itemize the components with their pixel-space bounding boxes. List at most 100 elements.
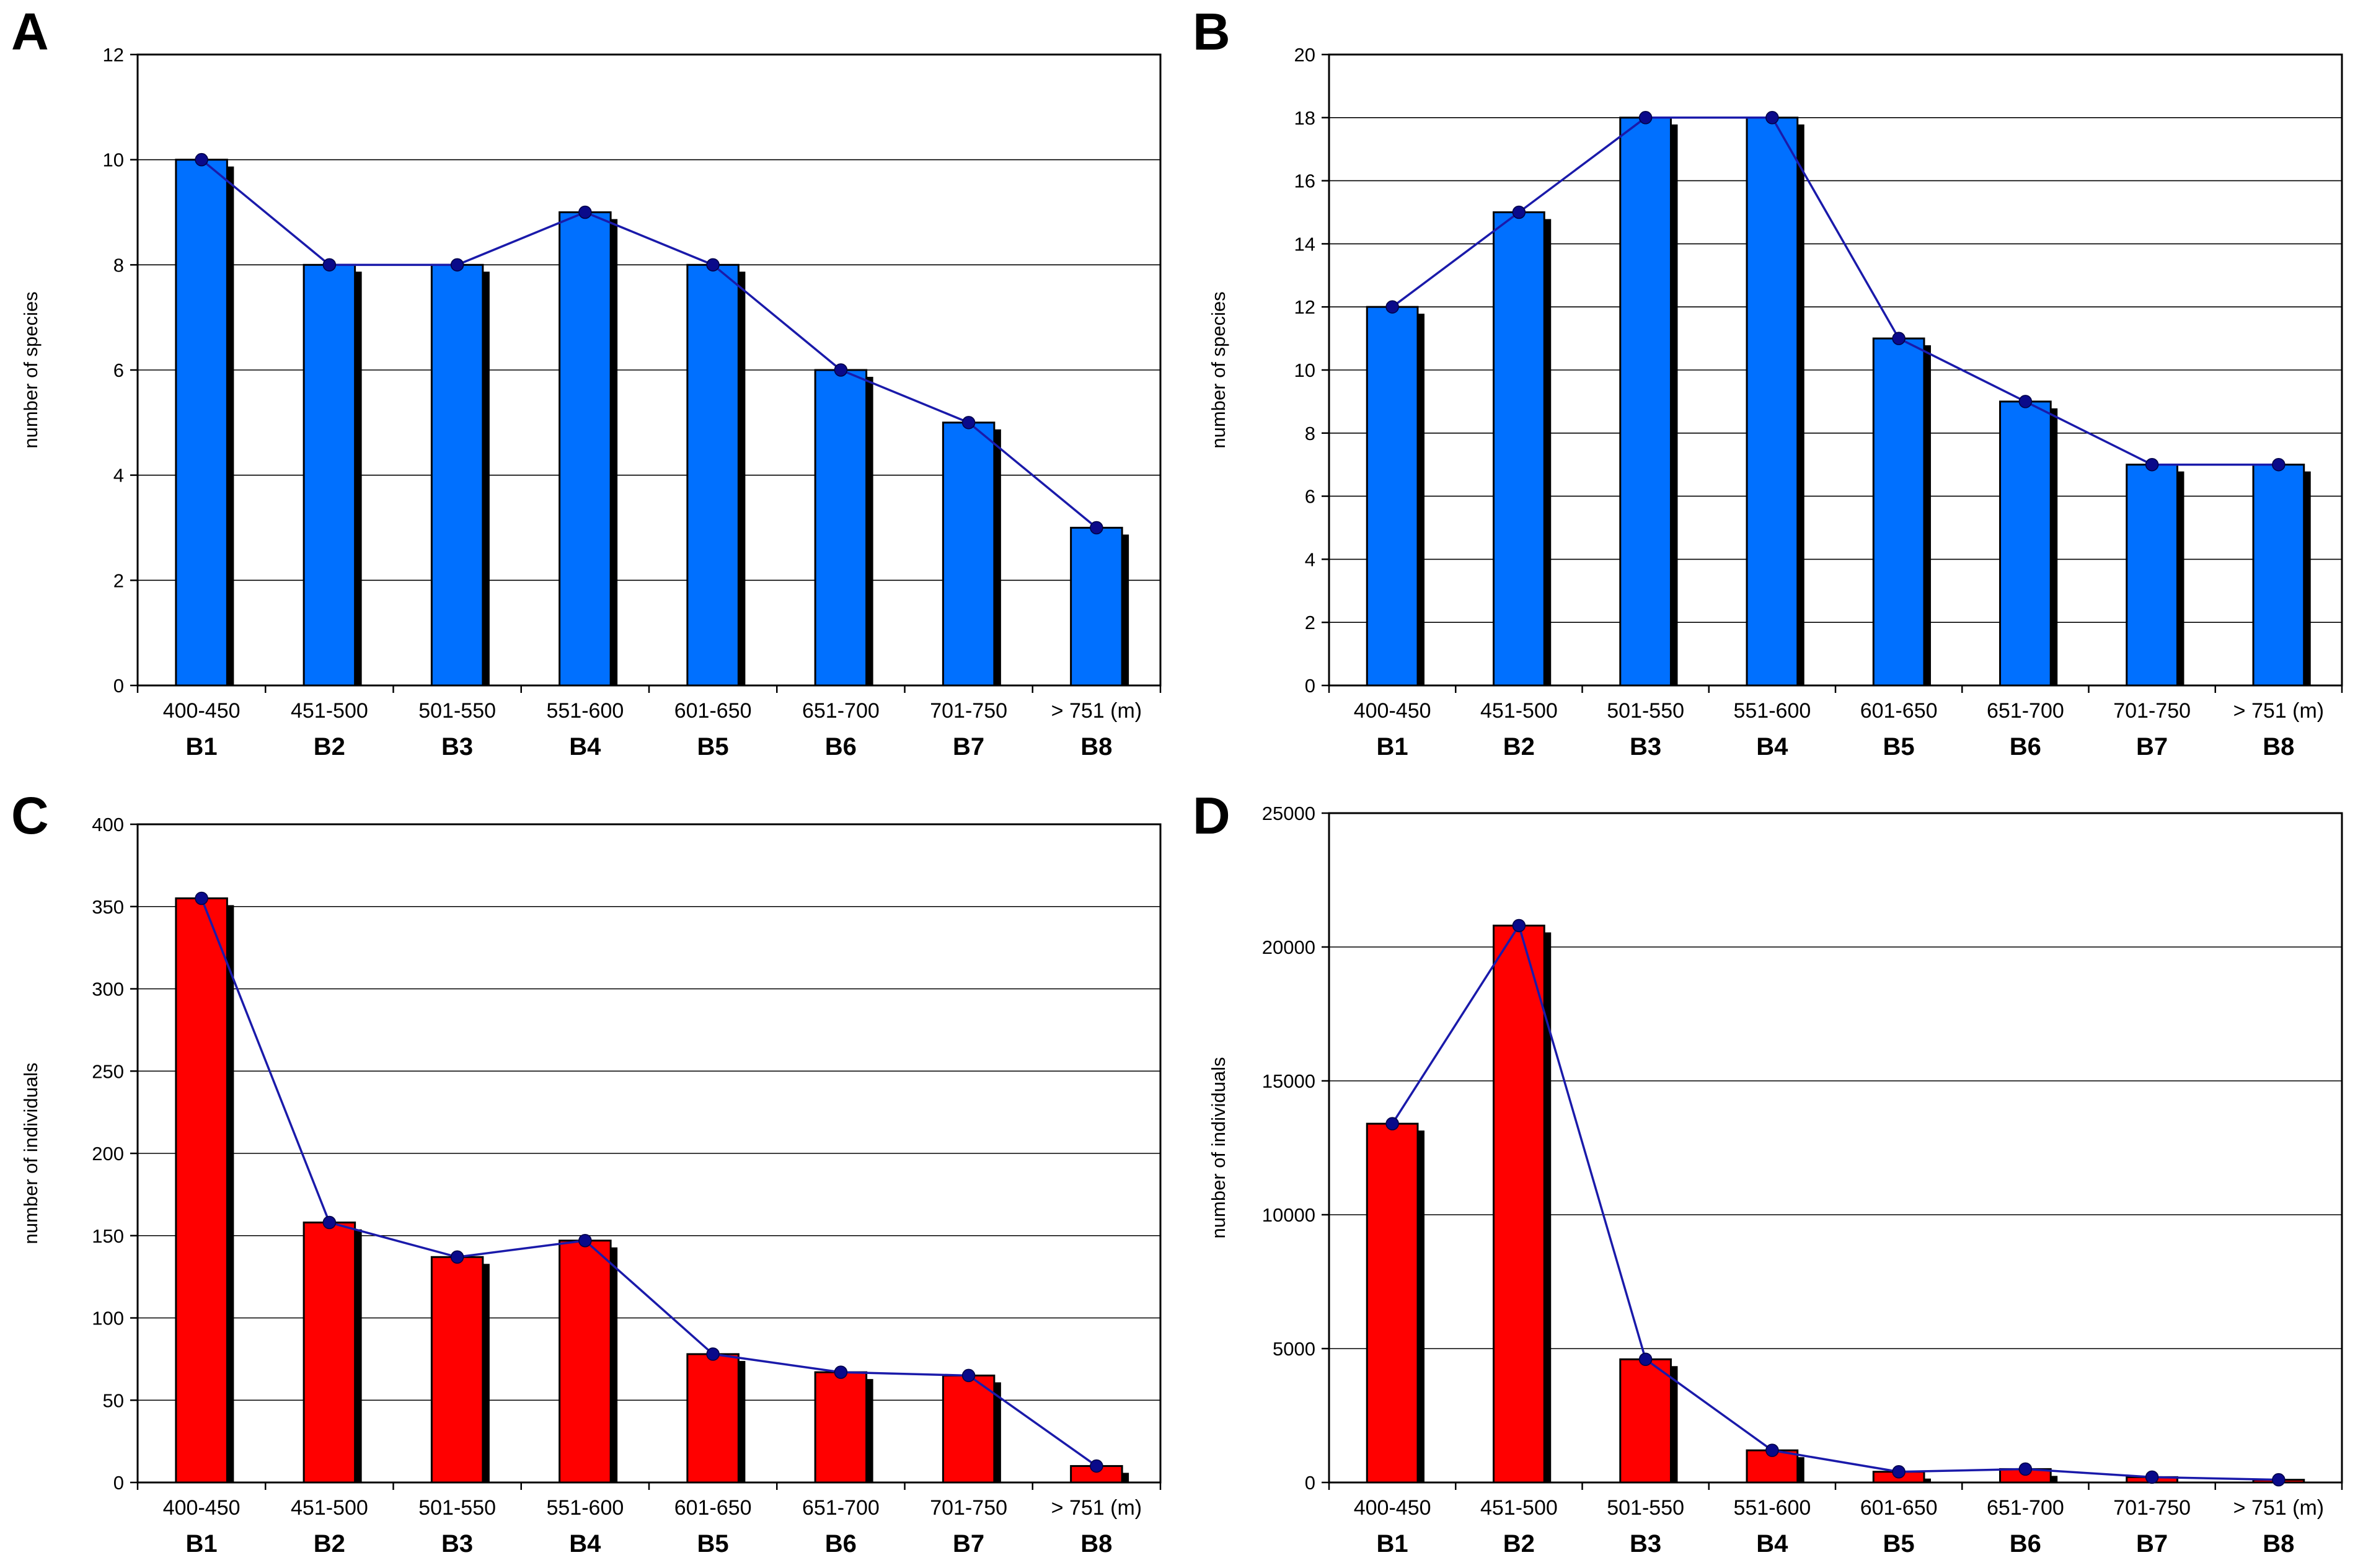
y-axis-label: number of species [1208,291,1229,448]
x-tick-label: 701-750 [930,1496,1007,1520]
group-label: B5 [697,1530,729,1557]
y-axis-label: number of individuals [1208,1057,1229,1239]
panel-letter: D [1193,786,1230,845]
trend-point-b5 [1892,332,1906,345]
bar-b3 [1619,117,1672,687]
group-label: B2 [314,733,345,760]
bar-b2 [303,263,356,687]
group-label: B1 [186,733,218,760]
group-label: B7 [953,1530,984,1557]
bar-b2 [1493,211,1545,687]
y-tick-label: 250 [92,1060,124,1082]
trend-point-b6 [2018,1462,2033,1476]
x-tick-label: 400-450 [163,1496,241,1520]
trend-point-b2 [322,1215,337,1230]
group-label: B7 [2136,733,2168,760]
bar-b6 [814,1371,868,1484]
trend-point-b2 [1512,918,1526,933]
x-tick-label: 601-650 [674,699,752,723]
bar-b4 [559,211,612,687]
x-tick-label: 701-750 [2113,1496,2191,1520]
group-label: B1 [1377,1530,1408,1557]
y-tick-label: 4 [113,465,124,487]
chart-panel-c: C 0 50 100 150 200 250 300 350 400 number of indiv… [0,784,1182,1568]
group-label: B8 [2263,733,2294,760]
group-label: B6 [825,1530,857,1557]
x-tick-label: 651-700 [1987,1496,2064,1520]
y-tick-label: 15000 [1262,1070,1315,1092]
x-tick-label: 451-500 [291,1496,368,1520]
x-tick-label: 701-750 [2113,699,2191,723]
x-tick-label: 501-550 [1607,699,1684,723]
group-label: B1 [186,1530,218,1557]
group-label: B4 [569,1530,601,1557]
y-tick-label: 10000 [1262,1204,1315,1226]
bar-b2 [303,1222,356,1484]
chart-panel-d: D 0 5000 10000 15000 20000 25000 number of indi… [1182,784,2363,1568]
y-tick-label: 6 [1305,486,1315,508]
trend-point-b2 [322,258,337,272]
x-tick-label: 451-500 [291,699,368,723]
panel-letter: B [1193,2,1230,61]
group-label: B3 [1630,1530,1661,1557]
group-label: B3 [1630,733,1661,760]
trend-point-b7 [2145,1470,2159,1484]
bar-b6 [814,369,868,687]
y-tick-label: 2 [1305,612,1315,633]
trend-point-b8 [2272,457,2286,472]
group-label: B3 [441,733,473,760]
y-tick-label: 100 [92,1308,124,1329]
group-label: B1 [1377,733,1408,760]
group-label: B3 [441,1530,473,1557]
trend-point-b5 [706,258,720,272]
bar-b6 [1999,400,2052,687]
y-tick-label: 16 [1294,170,1315,192]
group-label: B8 [1080,1530,1112,1557]
y-tick-label: 12 [1294,296,1315,318]
bar-b5 [686,263,740,687]
chart-svg-d: D 0 5000 10000 15000 20000 25000 number of indi… [1193,786,2343,1557]
x-tick-label: 451-500 [1480,699,1558,723]
y-tick-label: 0 [1305,675,1315,697]
y-tick-label: 8 [1305,423,1315,444]
trend-point-b6 [2018,395,2033,408]
y-tick-label: 20 [1294,44,1315,66]
bar-b8 [2252,464,2305,687]
bar-b1 [1366,306,1419,687]
y-tick-label: 2 [113,570,124,591]
group-label: B6 [2010,1530,2041,1557]
y-tick-label: 150 [92,1225,124,1247]
chart-panel-a: A 0 2 4 6 8 10 12 number of species 400-450 B1 451-… [0,0,1182,784]
y-axis-label: number of individuals [20,1063,42,1244]
y-axis-label: number of species [20,291,42,448]
group-label: B4 [1756,1530,1788,1557]
trend-point-b4 [1765,1443,1779,1457]
trend-point-b4 [1765,111,1779,125]
trend-point-b1 [195,891,208,905]
trend-point-b3 [450,1250,464,1264]
trend-point-b8 [2272,1473,2286,1487]
group-label: B8 [1080,733,1112,760]
y-tick-label: 10 [1294,359,1315,381]
y-tick-label: 400 [92,814,124,835]
x-tick-label: 651-700 [802,1496,880,1520]
bar-b1 [1366,1122,1419,1484]
bar-b4 [1746,117,1799,687]
y-tick-label: 0 [113,675,124,697]
group-label: B4 [1756,733,1788,760]
trend-point-b8 [1090,521,1103,535]
y-tick-label: 50 [103,1390,124,1411]
y-tick-label: 14 [1294,233,1315,255]
x-tick-label: 551-600 [1733,699,1811,723]
y-tick-label: 10 [103,149,124,171]
y-tick-label: 8 [113,254,124,276]
x-tick-label: 501-550 [418,1496,496,1520]
x-tick-label: 501-550 [418,699,496,723]
x-tick-label: 601-650 [1860,1496,1938,1520]
chart-svg-b: B 0 2 4 6 8 10 12 14 16 18 20 number of species 400-4… [1193,2,2343,760]
trend-point-b1 [1385,1117,1399,1130]
bar-b5 [686,1353,740,1484]
bar-b3 [430,1256,484,1484]
y-tick-label: 0 [113,1472,124,1494]
y-tick-label: 20000 [1262,936,1315,958]
